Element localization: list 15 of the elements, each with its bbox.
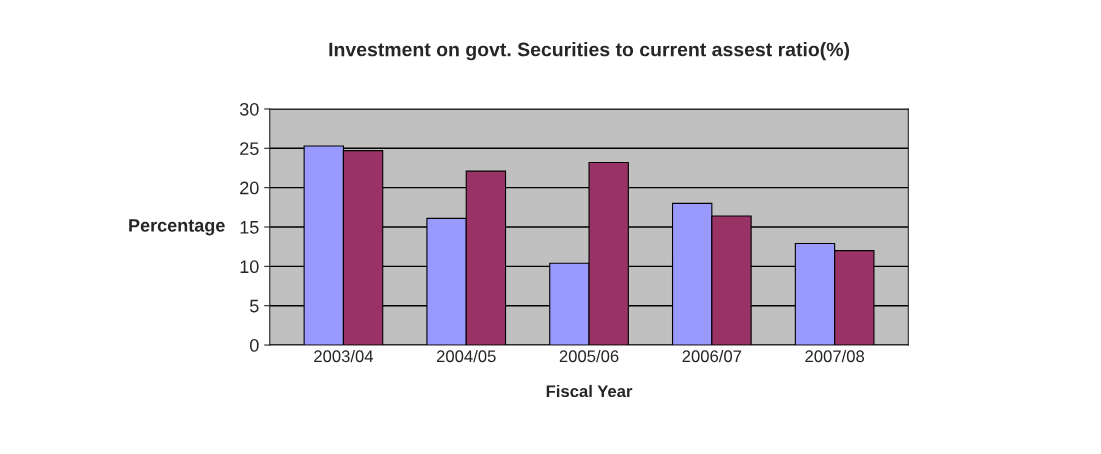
x-tick-label: 2005/06 (559, 349, 619, 363)
x-tick-label: 2006/07 (682, 349, 742, 363)
x-tick-label: 2004/05 (436, 349, 496, 363)
y-tick-label: 10 (240, 260, 259, 274)
y-axis-title: Percentage (129, 219, 225, 236)
y-tick-label: 25 (240, 142, 259, 156)
x-tick-label: 2007/08 (805, 349, 865, 363)
y-tick-label: 20 (240, 181, 259, 195)
x-axis-title: Fiscal Year (546, 384, 633, 398)
y-tick-label: 5 (250, 299, 259, 313)
y-tick-label: 0 (249, 338, 259, 352)
chart-title: Investment on govt. Securities to current assest ratio(%) (329, 42, 850, 61)
y-tick-label: 15 (240, 221, 259, 234)
y-tick-label: 30 (239, 102, 259, 116)
x-tick-label: 2003/04 (314, 349, 374, 363)
